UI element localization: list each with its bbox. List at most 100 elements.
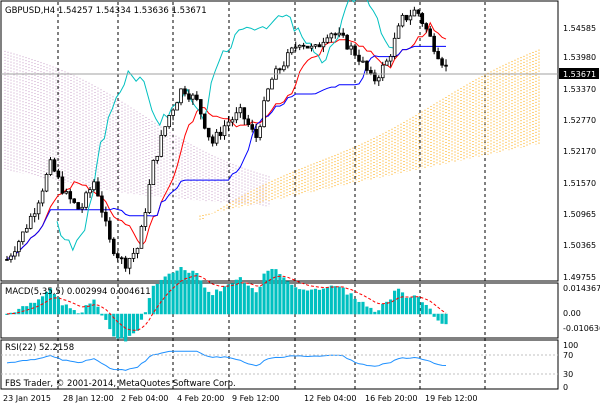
macd-bar	[159, 279, 163, 315]
candle-body	[289, 47, 294, 54]
macd-bar	[317, 289, 322, 315]
candle-body	[151, 160, 156, 186]
macd-bar	[262, 273, 266, 315]
candle-body	[159, 134, 164, 157]
candle-body	[246, 118, 251, 125]
candle-body	[365, 60, 369, 71]
macd-bar	[33, 302, 37, 315]
candle-body	[108, 220, 112, 240]
macd-bar	[286, 281, 290, 315]
macd-bar	[278, 274, 282, 315]
macd-bar	[207, 291, 211, 315]
rsi-pane[interactable]	[0, 339, 559, 390]
candle-body	[341, 32, 345, 36]
candle-body	[191, 94, 195, 100]
macd-bar	[5, 313, 9, 315]
macd-bar	[56, 297, 60, 315]
macd-bar	[203, 287, 207, 315]
macd-bar	[211, 295, 215, 315]
macd-bar	[329, 285, 333, 315]
macd-bar	[108, 313, 112, 330]
macd-bar	[416, 297, 420, 315]
candle-body	[44, 174, 49, 192]
candle-body	[195, 94, 199, 100]
copyright-label: FBS Trader, © 2001-2014, MetaQuotes Soft…	[5, 379, 236, 389]
symbol-label: GBPUSD,H4 1.54257 1.54334 1.53636 1.5367…	[5, 6, 207, 16]
macd-bar	[135, 313, 140, 331]
macd-bar	[337, 286, 341, 315]
macd-bar	[143, 312, 147, 315]
candle-body	[183, 88, 187, 95]
candle-body	[48, 159, 53, 175]
candle-body	[17, 241, 21, 253]
candle-body	[167, 115, 171, 128]
macd-bar	[428, 308, 432, 315]
candle-body	[56, 170, 61, 178]
macd-bar	[96, 306, 100, 315]
macd-bar	[298, 289, 302, 315]
candle-body	[416, 9, 421, 14]
macd-bar	[377, 310, 381, 315]
candle-body	[147, 184, 152, 214]
candle-body	[163, 126, 167, 136]
candle-body	[404, 14, 409, 21]
macd-bar	[250, 288, 254, 315]
macd-bar	[345, 294, 349, 315]
macd-bar	[76, 313, 80, 315]
candle-body	[262, 100, 266, 128]
macd-bar	[112, 313, 116, 337]
macd-bar	[396, 288, 401, 315]
macd-bar	[238, 277, 242, 315]
candle-body	[254, 128, 258, 138]
macd-bar	[230, 283, 235, 315]
price-tick: 1.54585	[563, 24, 596, 33]
rsi-label: RSI(22) 52.2158	[5, 343, 74, 353]
candle-body	[321, 41, 326, 48]
candle-body	[13, 251, 17, 257]
macd-bar	[151, 285, 155, 315]
macd-tick: -0.010636	[563, 324, 600, 333]
candle-body	[242, 107, 247, 120]
time-axis: 23 Jan 2015 28 Jan 12:00 2 Feb 04:00 4 F…	[3, 394, 477, 403]
macd-bar	[131, 313, 136, 334]
price-badge-text: 1.53671	[563, 70, 596, 79]
macd-bar	[313, 288, 318, 315]
price-tick: 1.53980	[563, 53, 596, 62]
macd-bar	[385, 301, 389, 315]
macd-bar	[116, 313, 120, 339]
macd-signal-line	[6, 275, 447, 331]
macd-bar	[92, 299, 96, 315]
time-tick: 28 Jan 12:00	[63, 394, 114, 403]
candle-body	[84, 192, 88, 208]
candle-body	[80, 206, 84, 210]
time-tick: 19 Feb 12:00	[425, 394, 477, 403]
candle-body	[305, 45, 310, 49]
candle-body	[349, 45, 353, 50]
price-pane[interactable]	[0, 0, 559, 282]
macd-bar	[9, 312, 13, 315]
macd-bar	[64, 304, 68, 315]
candle-body	[270, 78, 274, 90]
macd-tick: 0.014367	[563, 284, 600, 293]
candle-body	[88, 189, 92, 194]
macd-bar	[404, 297, 409, 315]
macd-bar	[191, 270, 195, 315]
macd-bar	[412, 295, 416, 315]
candle-body	[436, 51, 440, 60]
macd-bar	[282, 277, 286, 315]
macd-bar	[369, 307, 373, 315]
macd-bar	[72, 310, 76, 315]
candle-body	[214, 131, 219, 144]
candle-body	[412, 9, 417, 17]
macd-bar	[104, 313, 108, 320]
candle-body	[329, 33, 334, 39]
macd-bar	[309, 289, 314, 315]
candle-body	[400, 14, 405, 27]
macd-bar	[389, 299, 393, 315]
macd-bar	[48, 288, 53, 315]
price-tick: 1.52170	[563, 147, 596, 156]
macd-bar	[40, 296, 45, 315]
candle-body	[131, 252, 136, 259]
